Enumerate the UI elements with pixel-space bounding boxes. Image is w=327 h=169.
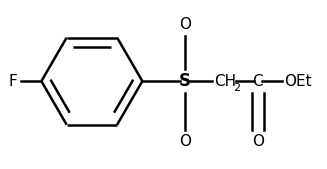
Text: CH: CH	[214, 74, 236, 89]
Text: O: O	[252, 134, 264, 149]
Text: F: F	[9, 74, 17, 89]
Text: O: O	[179, 17, 191, 32]
Text: O: O	[179, 134, 191, 149]
Text: S: S	[179, 72, 191, 90]
Text: 2: 2	[233, 83, 241, 93]
Text: C: C	[253, 74, 263, 89]
Text: OEt: OEt	[284, 74, 312, 89]
